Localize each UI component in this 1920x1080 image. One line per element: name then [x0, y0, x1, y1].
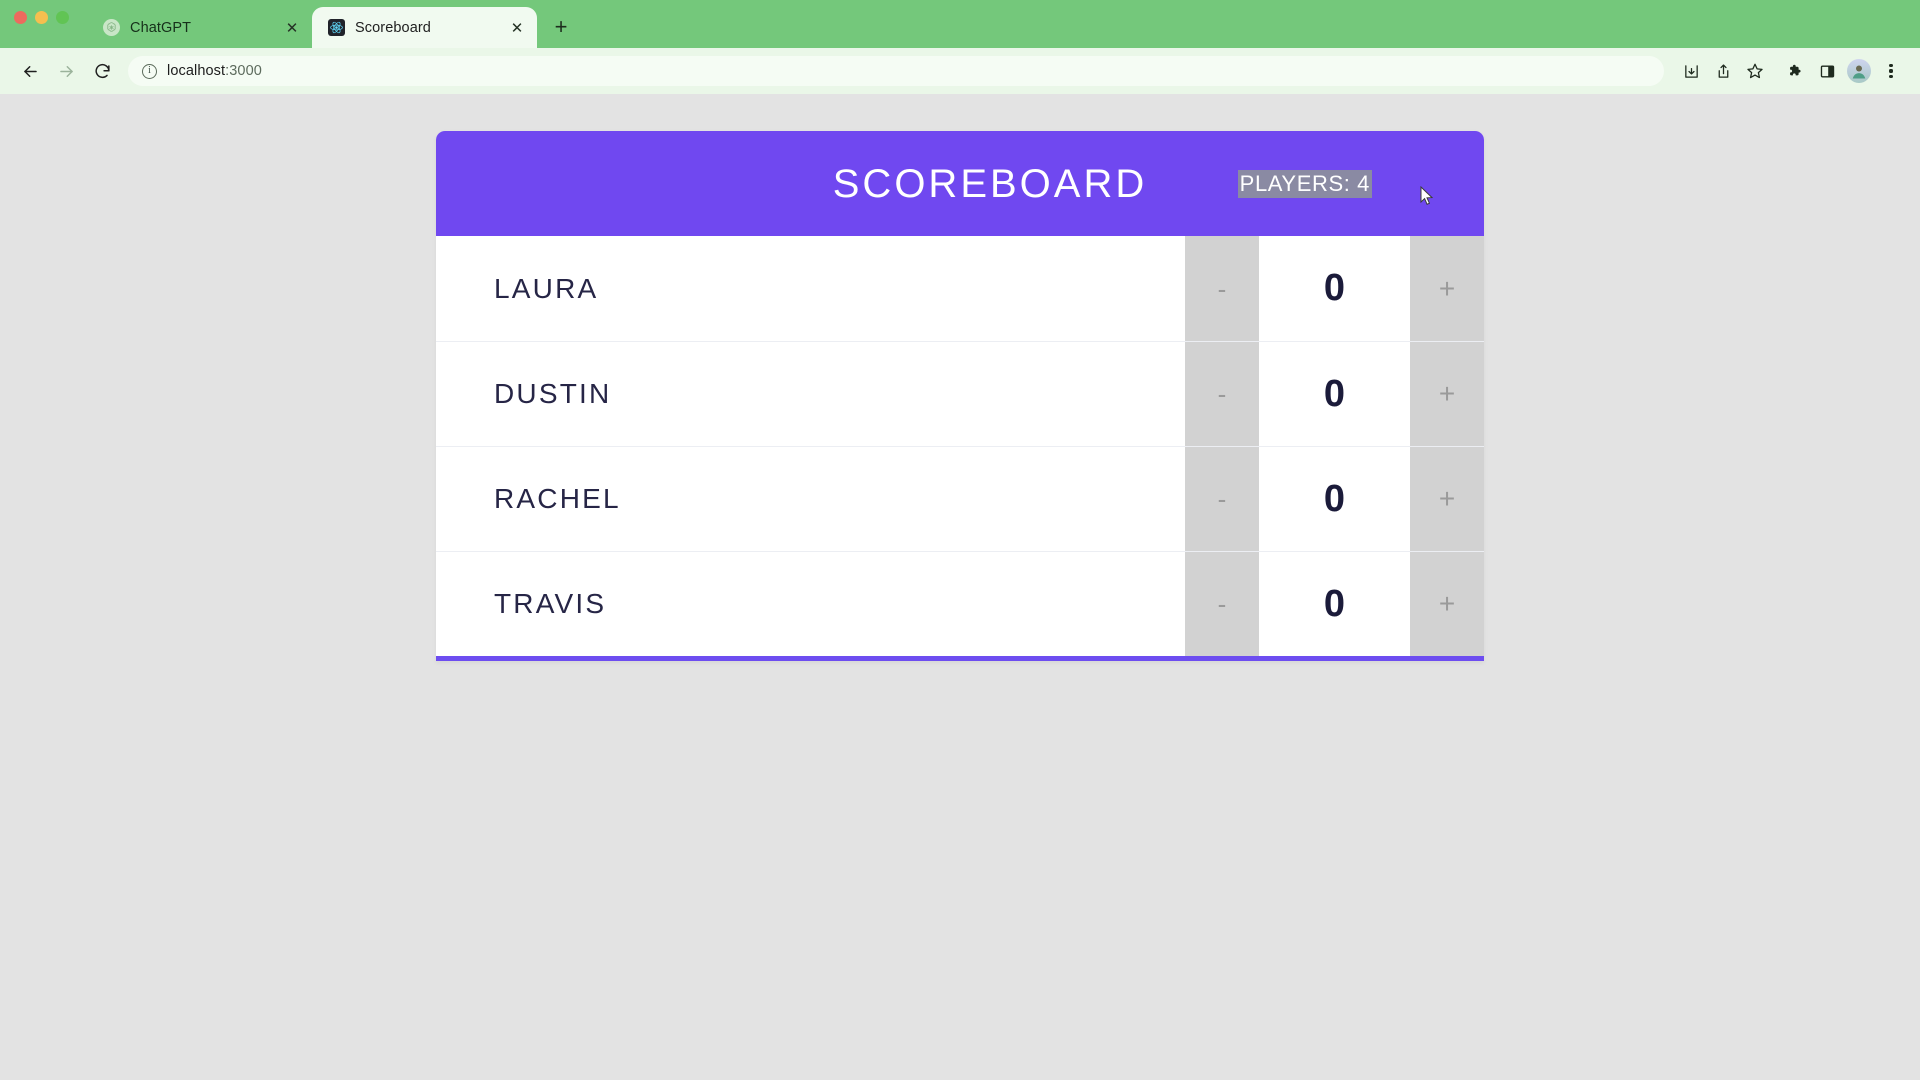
url-text: localhost:3000 — [167, 63, 262, 79]
side-panel-icon[interactable] — [1812, 56, 1842, 86]
back-arrow-icon[interactable] — [14, 55, 46, 87]
score-counter: - 0 + — [1185, 552, 1484, 656]
tab-close-icon[interactable]: ✕ — [285, 19, 299, 37]
share-icon[interactable] — [1708, 56, 1738, 86]
scoreboard-card: SCOREBOARD PLAYERS: 4 LAURA - 0 — [436, 131, 1484, 661]
score-value: 0 — [1259, 447, 1410, 551]
player-name: DUSTIN — [494, 378, 612, 409]
scoreboard-app: SCOREBOARD PLAYERS: 4 LAURA - 0 — [436, 131, 1484, 661]
bookmark-star-icon[interactable] — [1740, 56, 1770, 86]
increment-score-button[interactable]: + — [1410, 552, 1484, 656]
forward-arrow-icon — [50, 55, 82, 87]
table-row: RACHEL - 0 + — [436, 446, 1484, 551]
score-value: 0 — [1259, 552, 1410, 656]
score-counter: - 0 + — [1185, 342, 1484, 446]
close-window-button[interactable] — [14, 10, 27, 24]
score-value: 0 — [1259, 236, 1410, 341]
decrement-score-button[interactable]: - — [1185, 447, 1259, 551]
player-list: LAURA - 0 + DUSTIN - 0 + — [436, 236, 1484, 656]
increment-score-button[interactable]: + — [1410, 342, 1484, 446]
tab-scoreboard[interactable]: Scoreboard ✕ — [312, 7, 537, 48]
score-value: 0 — [1259, 342, 1410, 446]
decrement-score-button[interactable]: - — [1185, 236, 1259, 341]
openai-logo-icon — [103, 19, 120, 36]
score-counter: - 0 + — [1185, 447, 1484, 551]
player-name: LAURA — [494, 272, 599, 304]
tab-chatgpt[interactable]: ChatGPT ✕ — [87, 7, 312, 48]
tab-title: Scoreboard — [355, 19, 431, 36]
profile-avatar-icon[interactable] — [1844, 56, 1874, 86]
players-count-label: PLAYERS: 4 — [1237, 169, 1372, 198]
table-row: DUSTIN - 0 + — [436, 341, 1484, 446]
increment-score-button[interactable]: + — [1410, 236, 1484, 341]
increment-score-button[interactable]: + — [1410, 447, 1484, 551]
page-title: SCOREBOARD — [832, 161, 1148, 206]
download-icon[interactable] — [1676, 56, 1706, 86]
table-row: LAURA - 0 + — [436, 236, 1484, 341]
tab-close-icon[interactable]: ✕ — [510, 19, 524, 37]
browser-toolbar: i localhost:3000 — [0, 48, 1920, 94]
window-traffic-lights — [14, 0, 87, 48]
page-viewport: SCOREBOARD PLAYERS: 4 LAURA - 0 — [0, 94, 1920, 1080]
three-dot-menu-icon[interactable] — [1876, 56, 1906, 86]
maximize-window-button[interactable] — [56, 10, 69, 24]
decrement-score-button[interactable]: - — [1185, 552, 1259, 656]
avatar — [1847, 59, 1871, 83]
address-bar[interactable]: i localhost:3000 — [128, 56, 1664, 86]
site-info-icon[interactable]: i — [142, 63, 157, 79]
player-name: RACHEL — [494, 483, 621, 514]
toolbar-icon-group — [1676, 56, 1906, 86]
decrement-score-button[interactable]: - — [1185, 342, 1259, 446]
scoreboard-header: SCOREBOARD PLAYERS: 4 — [436, 131, 1484, 236]
minimize-window-button[interactable] — [35, 10, 48, 24]
new-tab-button[interactable]: + — [554, 14, 568, 39]
reload-icon[interactable] — [86, 55, 118, 87]
score-counter: - 0 + — [1185, 236, 1484, 341]
url-host: localhost — [167, 63, 226, 79]
tab-list: ChatGPT ✕ Scoreboard ✕ — [87, 0, 537, 48]
url-port: :3000 — [225, 63, 262, 79]
player-name: TRAVIS — [494, 588, 607, 619]
extensions-puzzle-icon[interactable] — [1780, 56, 1810, 86]
table-row: TRAVIS - 0 + — [436, 551, 1484, 656]
tab-strip: ChatGPT ✕ Scoreboard ✕ + — [0, 0, 1920, 48]
react-logo-icon — [328, 19, 345, 36]
tab-title: ChatGPT — [130, 19, 192, 36]
